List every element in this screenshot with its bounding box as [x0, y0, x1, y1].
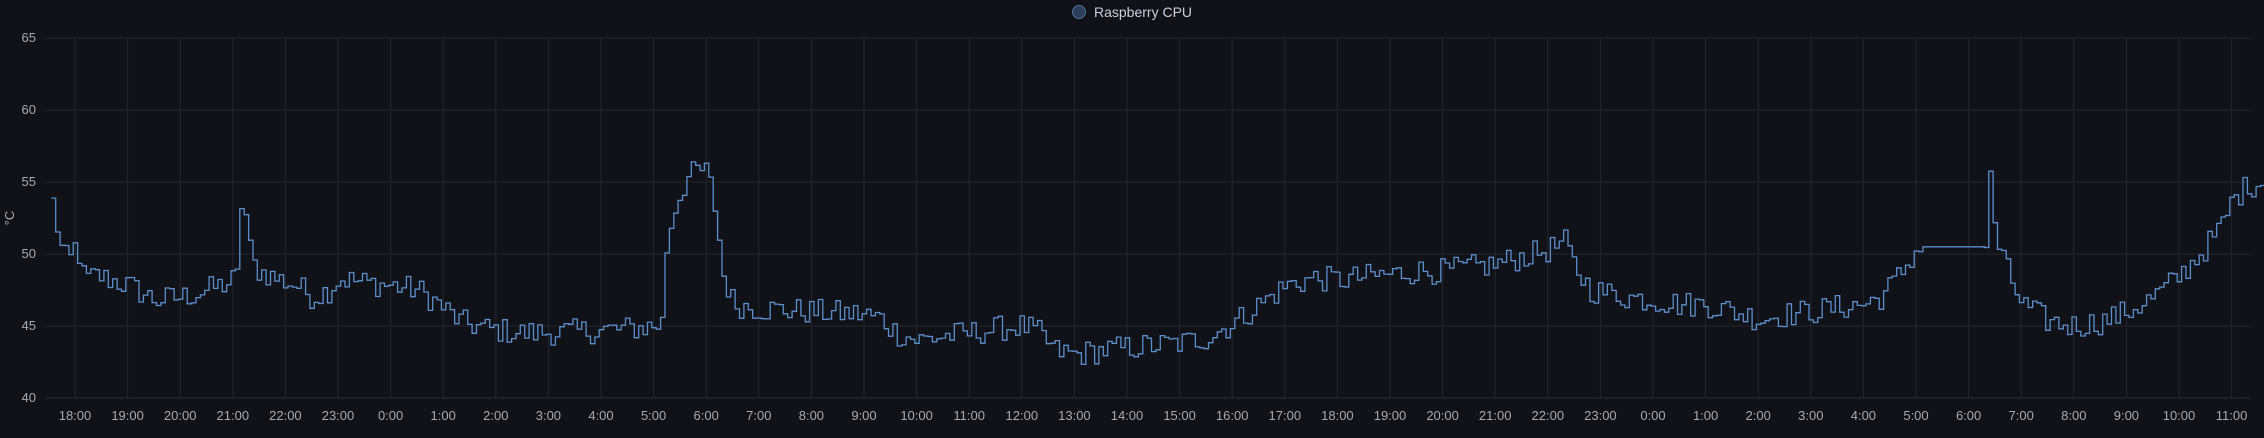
x-tick-label: 14:00	[1111, 408, 1144, 423]
x-tick-label: 8:00	[2061, 408, 2086, 423]
x-tick-label: 21:00	[217, 408, 250, 423]
x-tick-label: 4:00	[588, 408, 613, 423]
x-tick-label: 16:00	[1216, 408, 1249, 423]
x-tick-label: 23:00	[322, 408, 355, 423]
x-tick-label: 17:00	[1269, 408, 1302, 423]
x-tick-label: 6:00	[1956, 408, 1981, 423]
y-axis-label: °C	[2, 211, 17, 226]
y-tick-label: 65	[22, 30, 36, 45]
x-tick-label: 20:00	[1426, 408, 1459, 423]
x-tick-label: 3:00	[536, 408, 561, 423]
x-tick-label: 22:00	[1532, 408, 1565, 423]
x-tick-label: 18:00	[1321, 408, 1354, 423]
x-tick-label: 1:00	[1693, 408, 1718, 423]
x-tick-label: 11:00	[2216, 408, 2248, 423]
x-tick-label: 0:00	[1640, 408, 1665, 423]
x-tick-label: 2:00	[483, 408, 508, 423]
x-tick-label: 8:00	[799, 408, 824, 423]
legend: Raspberry CPU	[0, 4, 2264, 20]
x-tick-label: 15:00	[1163, 408, 1196, 423]
x-tick-label: 4:00	[1851, 408, 1876, 423]
series-line	[51, 161, 2264, 366]
x-tick-label: 21:00	[1479, 408, 1512, 423]
y-tick-label: 40	[22, 390, 36, 405]
x-tick-label: 13:00	[1058, 408, 1091, 423]
x-tick-label: 0:00	[378, 408, 403, 423]
y-tick-label: 55	[22, 174, 36, 189]
x-tick-label: 6:00	[694, 408, 719, 423]
y-tick-label: 50	[22, 246, 36, 261]
x-tick-label: 20:00	[164, 408, 197, 423]
y-tick-label: 60	[22, 102, 36, 117]
x-tick-label: 10:00	[2163, 408, 2196, 423]
x-tick-label: 7:00	[2009, 408, 2034, 423]
x-tick-label: 3:00	[1798, 408, 1823, 423]
x-tick-label: 9:00	[851, 408, 876, 423]
x-tick-label: 10:00	[900, 408, 933, 423]
x-tick-label: 11:00	[953, 408, 985, 423]
x-tick-label: 5:00	[1903, 408, 1928, 423]
x-tick-label: 19:00	[1374, 408, 1407, 423]
x-tick-label: 7:00	[746, 408, 771, 423]
x-tick-label: 5:00	[641, 408, 666, 423]
x-tick-label: 1:00	[431, 408, 456, 423]
x-tick-label: 9:00	[2114, 408, 2139, 423]
legend-item-raspberry-cpu[interactable]: Raspberry CPU	[1071, 4, 1193, 20]
legend-swatch	[1071, 5, 1086, 19]
y-tick-label: 45	[22, 318, 36, 333]
x-tick-label: 23:00	[1584, 408, 1617, 423]
x-tick-label: 18:00	[59, 408, 92, 423]
x-tick-label: 12:00	[1006, 408, 1039, 423]
x-tick-label: 19:00	[111, 408, 144, 423]
x-tick-label: 22:00	[269, 408, 302, 423]
legend-label: Raspberry CPU	[1093, 4, 1193, 20]
x-tick-label: 2:00	[1746, 408, 1771, 423]
